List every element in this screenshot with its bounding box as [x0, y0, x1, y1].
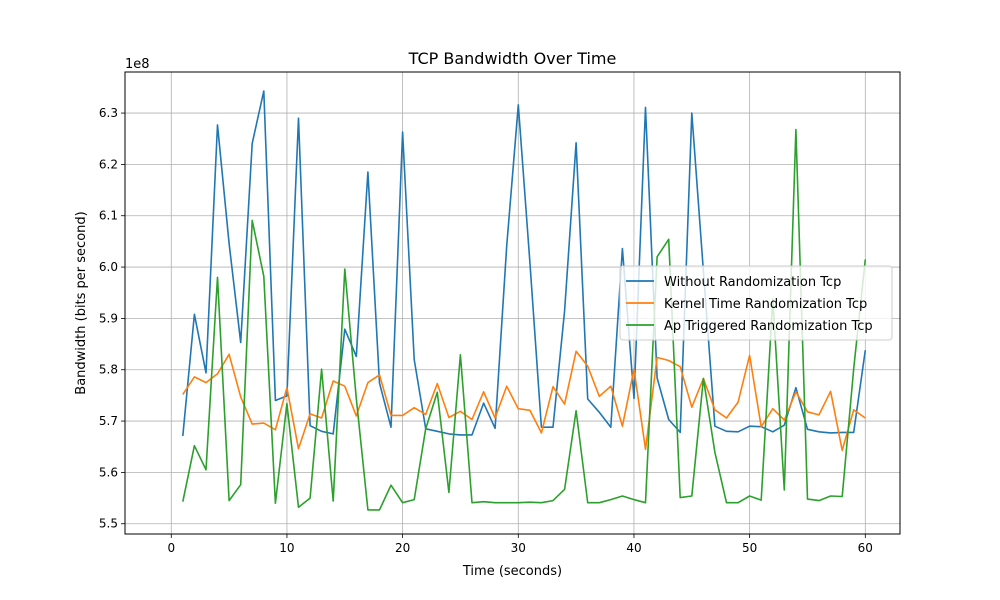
y-tick-label: 5.7 — [99, 414, 118, 428]
chart-title: TCP Bandwidth Over Time — [408, 49, 617, 68]
x-axis-label: Time (seconds) — [462, 564, 562, 579]
legend-box — [619, 265, 893, 341]
series-line-3 — [182, 128, 867, 511]
plot-frame — [124, 71, 901, 535]
x-tick-label: 30 — [511, 541, 526, 555]
y-tick-label: 5.8 — [99, 363, 118, 377]
legend: Without Randomization Tcp Kernel Time Ran… — [619, 265, 893, 341]
y-tick-label: 5.5 — [99, 517, 118, 531]
y-tick-label: 5.6 — [99, 465, 118, 479]
y-tick-label: 6.0 — [99, 260, 118, 274]
axis-ticks: 0 10 20 30 40 50 60 5.5 5.6 5.7 5.8 5.9 6.0 6.1 6.2 6.3 — [99, 106, 873, 555]
y-tick-label: 6.3 — [99, 106, 118, 120]
y-axis-offset-label: 1e8 — [125, 57, 150, 72]
legend-entry-label: Without Randomization Tcp — [664, 275, 841, 290]
x-tick-label: 10 — [279, 541, 294, 555]
x-tick-label: 40 — [626, 541, 641, 555]
x-tick-label: 0 — [167, 541, 175, 555]
legend-entry-label: Kernel Time Randomization Tcp — [664, 297, 867, 312]
y-tick-label: 6.1 — [99, 209, 118, 223]
series-line-1 — [182, 90, 867, 437]
y-tick-label: 5.9 — [99, 311, 118, 325]
x-tick-label: 20 — [395, 541, 410, 555]
series-lines — [182, 90, 867, 511]
x-tick-label: 60 — [858, 541, 873, 555]
x-tick-label: 50 — [742, 541, 757, 555]
legend-entry-label: Ap Triggered Randomization Tcp — [664, 319, 873, 334]
y-tick-label: 6.2 — [99, 157, 118, 171]
series-line-2 — [182, 350, 866, 452]
y-axis-label: Bandwidth (bits per second) — [74, 211, 89, 394]
